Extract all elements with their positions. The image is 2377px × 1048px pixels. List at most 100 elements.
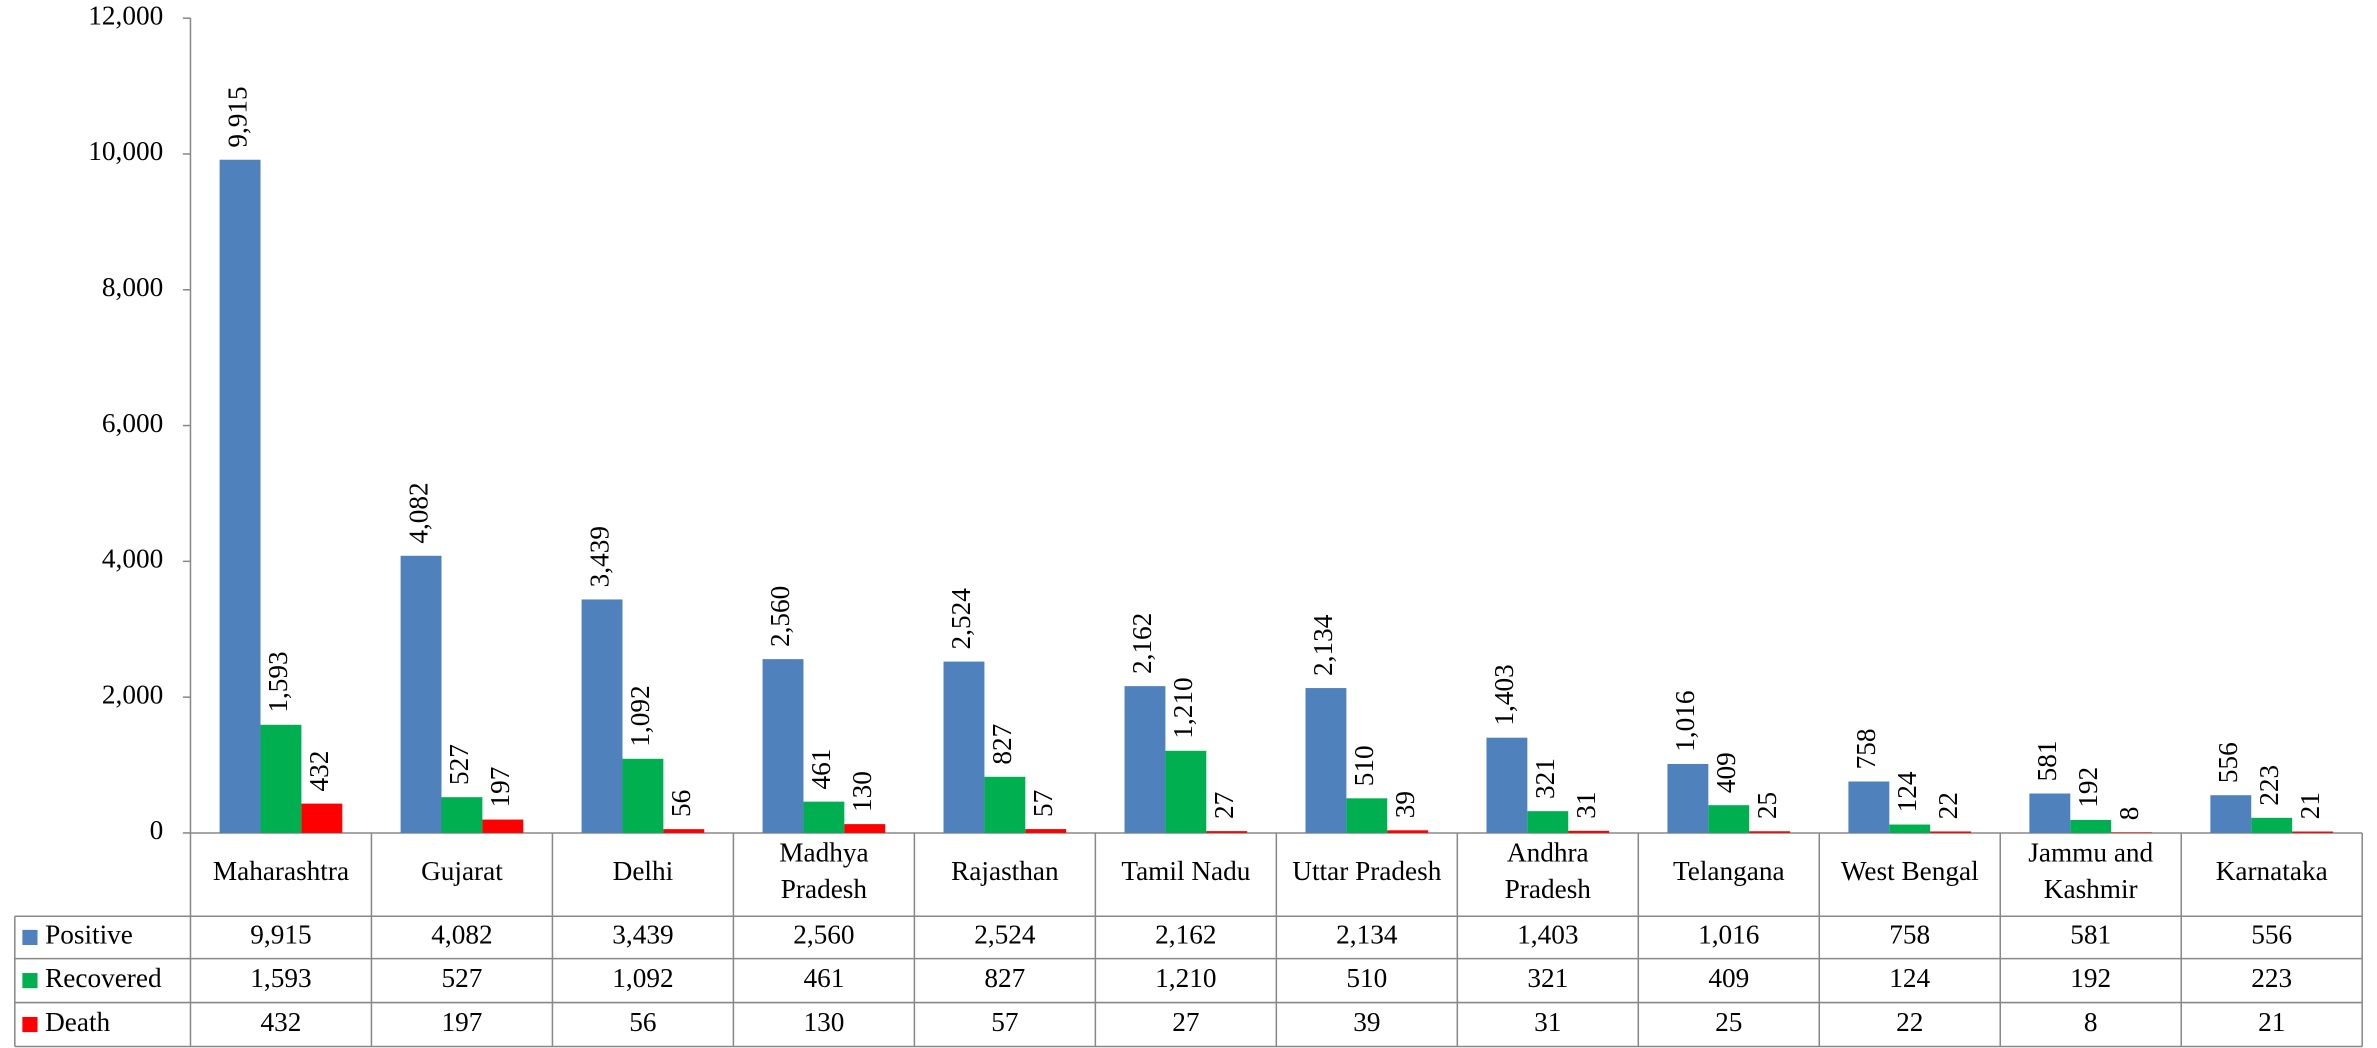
- bar: [2251, 817, 2293, 833]
- data-label: 39: [1390, 791, 1420, 818]
- bar: [844, 824, 886, 833]
- data-label: 31: [1571, 791, 1601, 818]
- data-label: 321: [1530, 758, 1560, 799]
- bar: [1889, 824, 1931, 833]
- table-cell: 27: [1172, 1007, 1199, 1037]
- legend-label: Recovered: [45, 963, 162, 993]
- data-label: 432: [304, 751, 334, 792]
- table-cell: 39: [1353, 1007, 1380, 1037]
- legend-swatch: [22, 973, 38, 989]
- data-label: 1,092: [625, 685, 655, 746]
- data-label: 197: [485, 767, 515, 808]
- bar: [803, 801, 845, 833]
- x-tick-label: Andhra Pradesh: [1505, 838, 1592, 904]
- y-tick-label: 12,000: [88, 0, 163, 30]
- table-cell: 57: [991, 1007, 1018, 1037]
- table-cell: 2,560: [793, 920, 854, 950]
- data-label: 3,439: [584, 526, 614, 587]
- y-tick-label: 2,000: [102, 679, 163, 709]
- bar: [2210, 795, 2252, 833]
- x-tick-label: Telangana: [1673, 856, 1785, 886]
- x-tick-label-line: Andhra: [1507, 838, 1589, 868]
- table-cell: 2,524: [974, 920, 1036, 950]
- data-label: 22: [1933, 792, 1963, 819]
- y-tick-label: 8,000: [102, 272, 163, 302]
- table-cell: 8: [2084, 1007, 2098, 1037]
- legend-swatch: [22, 1016, 38, 1033]
- table-cell: 197: [442, 1007, 483, 1037]
- table-cell: 22: [1896, 1007, 1923, 1037]
- bar: [260, 724, 302, 833]
- bar: [663, 829, 705, 833]
- table-cell: 124: [1889, 963, 1930, 993]
- bar: [622, 758, 664, 833]
- data-label: 4,082: [403, 482, 433, 543]
- y-tick-label: 10,000: [88, 136, 163, 166]
- y-tick-label: 6,000: [102, 408, 163, 438]
- x-tick-label: Karnataka: [2216, 856, 2328, 886]
- data-label: 510: [1349, 745, 1379, 786]
- table-cell: 432: [261, 1007, 302, 1037]
- bar: [1346, 798, 1388, 833]
- x-tick-label: Rajasthan: [951, 856, 1059, 886]
- table-cell: 1,403: [1517, 920, 1578, 950]
- table-cell: 3,439: [612, 920, 673, 950]
- bar: [1930, 831, 1972, 833]
- table-cell: 192: [2070, 963, 2111, 993]
- x-tick-label: Madhya Pradesh: [779, 838, 868, 904]
- y-tick-label: 0: [150, 815, 164, 845]
- table-cell: 1,593: [250, 963, 311, 993]
- bar: [219, 159, 261, 833]
- bar: [581, 599, 623, 833]
- bar: [1305, 688, 1347, 833]
- x-tick-label: Tamil Nadu: [1121, 856, 1250, 886]
- table-cell: 1,210: [1155, 963, 1216, 993]
- legend-label: Death: [45, 1007, 110, 1037]
- table-cell: 409: [1708, 963, 1749, 993]
- data-label: 2,162: [1127, 613, 1157, 674]
- data-label: 2,524: [946, 588, 976, 650]
- bar: [1025, 829, 1067, 833]
- table-cell: 9,915: [250, 920, 311, 950]
- data-label: 1,210: [1168, 677, 1198, 738]
- table-cell: 2,134: [1336, 920, 1398, 950]
- table-cell: 827: [984, 963, 1025, 993]
- bar: [2070, 819, 2112, 833]
- table-cell: 1,092: [612, 963, 673, 993]
- data-label: 461: [806, 749, 836, 790]
- bar: [2111, 832, 2153, 833]
- bar: [1387, 830, 1429, 833]
- x-tick-label-line: Madhya: [779, 838, 868, 868]
- table-cell: 2,162: [1155, 920, 1216, 950]
- table-cell: 527: [442, 963, 483, 993]
- bar: [1165, 750, 1207, 833]
- bar: [1848, 781, 1890, 833]
- data-label: 2,134: [1308, 614, 1338, 676]
- data-label: 1,593: [263, 651, 293, 712]
- data-label: 130: [847, 771, 877, 812]
- data-label: 827: [987, 724, 1017, 765]
- data-label: 1,016: [1670, 691, 1700, 752]
- x-tick-label-line: Kashmir: [2044, 874, 2138, 904]
- bar: [1124, 686, 1166, 833]
- bar: [1527, 811, 1569, 833]
- bar: [2292, 831, 2334, 833]
- table-cell: 581: [2070, 920, 2111, 950]
- table-cell: 1,016: [1698, 920, 1759, 950]
- x-tick-label-line: Pradesh: [781, 874, 868, 904]
- data-label: 556: [2213, 742, 2243, 783]
- legend-swatch: [22, 929, 38, 946]
- data-label: 21: [2295, 792, 2325, 819]
- bar: [1568, 830, 1610, 833]
- data-label: 27: [1209, 792, 1239, 819]
- bar: [943, 661, 985, 833]
- bar: [301, 803, 343, 833]
- table-cell: 758: [1889, 920, 1930, 950]
- bar: [1206, 831, 1248, 833]
- data-label: 124: [1892, 771, 1922, 812]
- data-label: 8: [2114, 807, 2144, 821]
- table-cell: 321: [1527, 963, 1568, 993]
- bar: [2029, 793, 2071, 833]
- x-tick-label-line: Jammu and: [2028, 838, 2153, 868]
